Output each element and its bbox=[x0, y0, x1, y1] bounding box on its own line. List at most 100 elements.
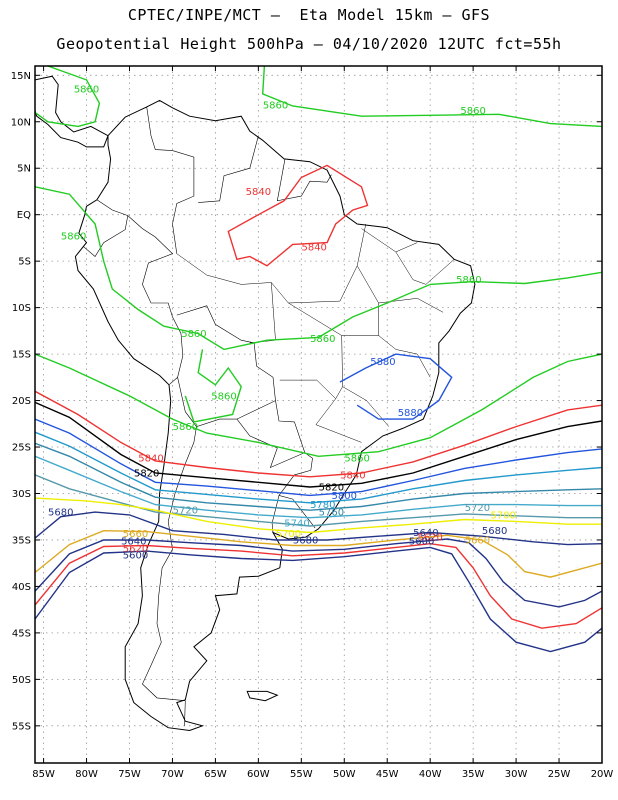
contour-5760 bbox=[35, 442, 602, 511]
lat-label: 10N bbox=[11, 117, 31, 128]
contour-label: 5880 bbox=[398, 408, 423, 419]
country-border bbox=[142, 426, 197, 701]
contour-5600 bbox=[35, 546, 602, 653]
lat-label: 20S bbox=[12, 396, 31, 407]
state-border bbox=[378, 298, 444, 313]
country-border bbox=[82, 199, 129, 257]
contour-label: 5860 bbox=[173, 422, 198, 433]
lat-label: 40S bbox=[12, 582, 31, 593]
lat-label: 35S bbox=[12, 535, 31, 546]
state-border bbox=[315, 398, 362, 443]
contour-label: 5640 bbox=[121, 536, 146, 547]
state-border bbox=[341, 265, 379, 336]
contour-label: 5860 bbox=[310, 334, 335, 345]
grid-lines bbox=[35, 66, 603, 763]
lon-label: 70W bbox=[161, 769, 184, 780]
contour-label: 5720 bbox=[173, 506, 198, 517]
country-border bbox=[176, 305, 276, 427]
contour-label: 5740 bbox=[284, 519, 309, 530]
contour-label: 5680 bbox=[48, 508, 73, 519]
contour-label: 5840 bbox=[138, 454, 163, 465]
lat-label: 10S bbox=[12, 303, 31, 314]
lon-label: 55W bbox=[290, 769, 313, 780]
contour-label: 5860 bbox=[74, 85, 99, 96]
contour-5780 bbox=[35, 431, 602, 504]
lon-label: 65W bbox=[204, 769, 227, 780]
title-line-1: CPTEC/INPE/MCT – Eta Model 15km – GFS bbox=[127, 6, 491, 24]
contour-label: 5860 bbox=[181, 329, 206, 340]
lat-label: 5N bbox=[17, 164, 31, 175]
contour-label: 5600 bbox=[409, 536, 434, 547]
state-border bbox=[361, 228, 418, 253]
state-border bbox=[342, 386, 390, 427]
central-america-outline bbox=[35, 75, 109, 148]
title-line-2: Geopotential Height 500hPa – 04/10/2020 … bbox=[56, 35, 562, 53]
falkland-islands bbox=[246, 690, 279, 702]
lon-label: 75W bbox=[118, 769, 141, 780]
lon-label: 60W bbox=[247, 769, 270, 780]
contour-label: 5640 bbox=[413, 528, 438, 539]
state-border bbox=[176, 223, 367, 304]
contour-label: 5860 bbox=[460, 106, 485, 117]
country-border bbox=[276, 158, 332, 202]
country-border bbox=[146, 106, 195, 254]
contour-5860-south bbox=[35, 353, 602, 458]
contour-label: 5800 bbox=[332, 491, 357, 502]
state-border bbox=[378, 335, 431, 378]
contour-5840 bbox=[35, 390, 602, 478]
south-america-outline bbox=[74, 99, 476, 732]
contour-label: 5700 bbox=[490, 510, 515, 521]
axis-ticks: 15N 10N 5N EQ 5S 10S 15S 20S 25S 30S 35S 40S 45S 50S 5… bbox=[11, 66, 614, 780]
lon-label: 85W bbox=[32, 769, 55, 780]
contour-label: 5620 bbox=[417, 533, 442, 544]
contour-label: 5680 bbox=[482, 526, 507, 537]
contour-5700 bbox=[35, 497, 602, 534]
contour-label: 5860 bbox=[263, 101, 288, 112]
country-border bbox=[198, 135, 259, 203]
plot-frame bbox=[34, 65, 603, 764]
state-border bbox=[249, 282, 276, 344]
caribbean-outline bbox=[44, 1, 130, 27]
contour-5860-north bbox=[35, 66, 101, 128]
contour-5860-bolivia bbox=[184, 349, 242, 423]
contour-5720 bbox=[35, 474, 602, 527]
state-border bbox=[279, 302, 343, 400]
contour-label: 5860 bbox=[61, 232, 86, 243]
country-border bbox=[278, 452, 316, 529]
contour-5820 bbox=[35, 401, 602, 488]
contour-label: 5820 bbox=[134, 469, 159, 480]
lat-label: 30S bbox=[12, 489, 31, 500]
contour-label: 5820 bbox=[319, 482, 344, 493]
lon-label: 20W bbox=[591, 769, 614, 780]
lat-label: 50S bbox=[12, 675, 31, 686]
lat-label: 5S bbox=[18, 257, 31, 268]
country-border bbox=[127, 215, 184, 386]
contour-5860-andes bbox=[35, 186, 602, 351]
country-border bbox=[236, 400, 306, 469]
contour-5740 bbox=[35, 455, 602, 519]
contour-5640 bbox=[35, 538, 602, 608]
contour-5800 bbox=[35, 418, 602, 497]
contour-lines bbox=[35, 66, 602, 653]
contour-label: 5760 bbox=[319, 508, 344, 519]
contour-5620 bbox=[35, 542, 602, 629]
lon-label: 30W bbox=[505, 769, 528, 780]
contour-5660 bbox=[35, 529, 602, 578]
coastline bbox=[35, 1, 476, 732]
contour-label: 5680 bbox=[293, 535, 318, 546]
lon-label: 45W bbox=[376, 769, 399, 780]
lat-label: 45S bbox=[12, 628, 31, 639]
contour-label: 5860 bbox=[211, 391, 236, 402]
contour-5680 bbox=[35, 511, 602, 546]
contour-label: 5700 bbox=[276, 529, 301, 540]
lat-label: 55S bbox=[12, 721, 31, 732]
contour-label: 5840 bbox=[340, 470, 365, 481]
contour-label: 5660 bbox=[123, 529, 148, 540]
contour-label: 5840 bbox=[246, 187, 271, 198]
lon-label: 50W bbox=[333, 769, 356, 780]
contour-labels: 5860 5860 5860 5840 5840 5860 5860 5860 5860 5880… bbox=[48, 85, 516, 562]
lon-label: 25W bbox=[548, 769, 571, 780]
contour-5860-north2 bbox=[261, 66, 602, 128]
contour-label: 5840 bbox=[301, 243, 326, 254]
